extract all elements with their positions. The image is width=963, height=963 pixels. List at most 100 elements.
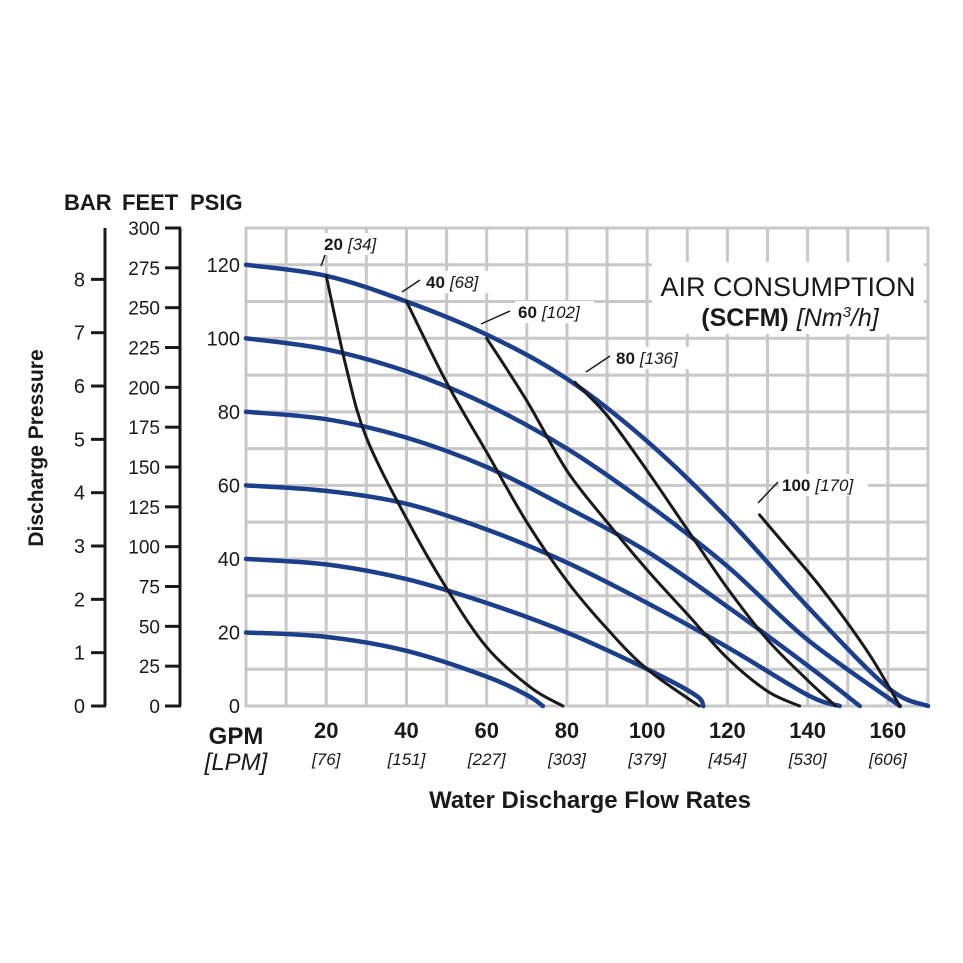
legend-box xyxy=(652,262,924,334)
x-axis-ticks: 20 [76] 40 [151] 60 [227] 80 [303] 100 [379] 120 [4… xyxy=(311,718,908,769)
air-curve-scfm: 20 xyxy=(324,235,343,254)
air-curve-labels: 20 [34] 40 [68] 60 [102] 80 [136] 100 [170] xyxy=(320,233,868,504)
air-curve-scfm: 100 xyxy=(782,476,810,495)
air-consumption-curve xyxy=(758,513,902,708)
feet-tick-label: 175 xyxy=(128,418,160,439)
feet-axis-header: FEET xyxy=(122,190,179,215)
psig-tick-label: 40 xyxy=(218,549,240,571)
feet-tick-label: 75 xyxy=(139,578,160,599)
x-tick-lpm: [76] xyxy=(311,750,342,769)
air-curve-metric: [136] xyxy=(639,349,679,368)
pressure-curve xyxy=(243,630,546,709)
air-label-bg xyxy=(321,233,391,255)
feet-tick-label: 150 xyxy=(128,458,160,479)
x-tick-gpm: 20 xyxy=(314,718,338,743)
feet-tick-label: 50 xyxy=(139,617,160,638)
pressure-curve xyxy=(243,336,903,709)
x-tick-lpm: [530] xyxy=(788,750,828,769)
legend-scfm: (SCFM) xyxy=(701,304,788,332)
x-tick-lpm: [606] xyxy=(868,750,908,769)
air-curve-label: 60 [102] xyxy=(518,303,581,322)
legend-sup: 3 xyxy=(843,304,852,321)
air-label-bg xyxy=(515,301,594,323)
air-label-leader xyxy=(585,355,611,373)
x-tick-lpm: [303] xyxy=(547,750,587,769)
air-curve-scfm: 80 xyxy=(616,349,635,368)
air-curve-metric: [102] xyxy=(541,303,581,322)
bar-tick-label: 6 xyxy=(74,376,85,398)
feet-tick-label: 200 xyxy=(128,378,160,399)
pressure-curve xyxy=(243,483,842,709)
psig-axis-header: PSIG xyxy=(190,190,243,215)
air-curve-label: 20 [34] xyxy=(324,235,378,254)
psig-tick-label: 80 xyxy=(218,402,240,424)
x-tick-lpm: [379] xyxy=(627,750,667,769)
pressure-curve xyxy=(243,409,863,709)
y-axis-title: Discharge Pressure xyxy=(25,349,48,546)
air-curve-metric: [68] xyxy=(449,273,480,292)
psig-tick-label: 120 xyxy=(207,255,240,277)
x-tick-gpm: 60 xyxy=(474,718,498,743)
psig-tick-label: 100 xyxy=(207,328,240,350)
air-label-bg xyxy=(779,474,868,496)
feet-tick-label: 250 xyxy=(128,299,160,320)
air-label-leader xyxy=(480,310,511,325)
air-consumption-curve xyxy=(405,300,701,708)
x-axis-title: Water Discharge Flow Rates xyxy=(429,787,751,814)
legend-title: AIR CONSUMPTION xyxy=(660,272,915,302)
bar-tick-label: 0 xyxy=(74,696,85,718)
air-curve-metric: [170] xyxy=(814,476,854,495)
bar-tick-label: 3 xyxy=(74,536,85,558)
x-unit-gpm: GPM xyxy=(209,723,264,750)
feet-tick-label: 300 xyxy=(128,219,160,240)
air-label-leader xyxy=(401,279,421,293)
psig-axis: 0 20 40 60 80 100 120 xyxy=(207,255,240,718)
bar-tick-label: 1 xyxy=(74,643,85,665)
bar-tick-label: 8 xyxy=(74,269,85,291)
feet-tick-label: 25 xyxy=(139,657,160,678)
pressure-curve xyxy=(243,556,706,709)
x-tick-gpm: 120 xyxy=(709,718,746,743)
feet-axis: 0 25 50 75 100 125 150 175 200 225 250 275 300 xyxy=(128,219,182,718)
feet-tick-label: 125 xyxy=(128,498,160,519)
x-tick-gpm: 80 xyxy=(555,718,579,743)
air-curve-metric: [34] xyxy=(347,235,378,254)
air-curve-label: 80 [136] xyxy=(616,349,679,368)
air-consumption-curve xyxy=(324,274,565,708)
x-tick-gpm: 40 xyxy=(394,718,418,743)
legend-h: /h] xyxy=(849,304,880,332)
legend-nm: [Nm xyxy=(796,304,843,332)
x-tick-gpm: 100 xyxy=(629,718,666,743)
x-tick-gpm: 160 xyxy=(870,718,907,743)
feet-tick-label: 275 xyxy=(128,259,160,280)
x-unit-lpm: [LPM] xyxy=(204,749,269,776)
psig-tick-label: 0 xyxy=(229,696,240,718)
bar-tick-label: 2 xyxy=(74,589,85,611)
air-consumption-curve xyxy=(573,380,838,708)
pressure-curves xyxy=(243,262,931,709)
air-curve-label: 40 [68] xyxy=(426,273,480,292)
air-label-bg xyxy=(423,271,493,293)
air-label-leader xyxy=(757,481,779,504)
air-consumption-curve xyxy=(485,336,802,708)
psig-tick-label: 20 xyxy=(218,622,240,644)
legend-subtitle: (SCFM) [Nm3/h] xyxy=(701,304,880,332)
air-curve-scfm: 60 xyxy=(518,303,537,322)
bar-tick-label: 7 xyxy=(74,323,85,345)
x-tick-lpm: [151] xyxy=(387,750,427,769)
pressure-curve xyxy=(243,262,931,709)
air-label-bg xyxy=(613,347,692,369)
bar-tick-label: 4 xyxy=(74,483,85,505)
feet-tick-label: 0 xyxy=(149,697,160,718)
bar-axis-header: BAR xyxy=(64,190,112,215)
x-tick-lpm: [227] xyxy=(467,750,507,769)
feet-tick-label: 100 xyxy=(128,538,160,559)
air-curve-scfm: 40 xyxy=(426,273,445,292)
bar-axis: 0 1 2 3 4 5 6 7 8 xyxy=(74,228,107,718)
x-tick-gpm: 140 xyxy=(789,718,826,743)
psig-tick-label: 60 xyxy=(218,475,240,497)
air-curves xyxy=(324,274,902,708)
bar-tick-label: 5 xyxy=(74,429,85,451)
